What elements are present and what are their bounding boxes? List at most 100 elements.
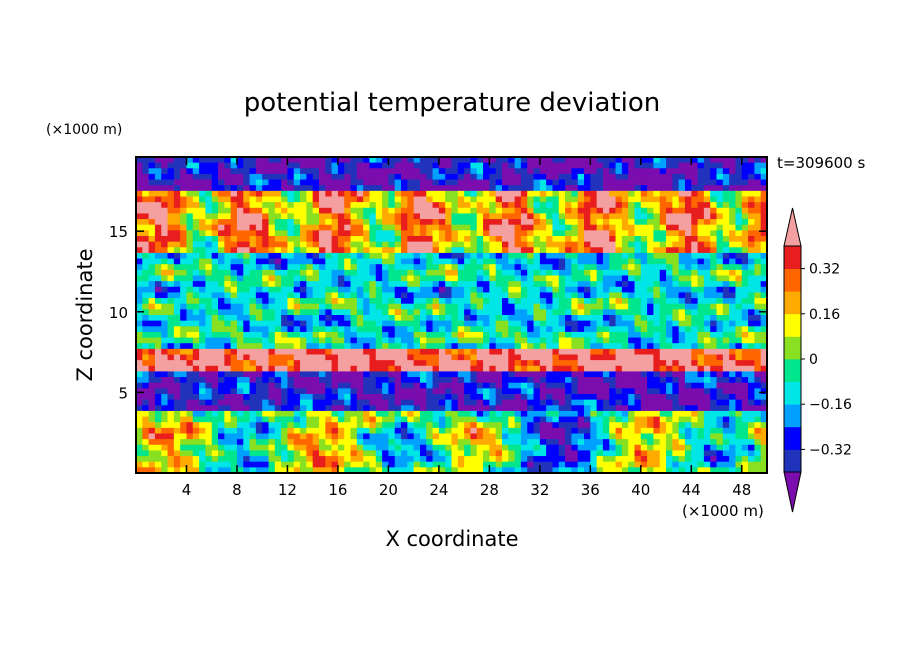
contour-cell (621, 298, 629, 305)
contour-cell (640, 173, 648, 181)
contour-cell (590, 230, 598, 237)
contour-cell (451, 157, 459, 164)
contour-cell (192, 241, 200, 248)
contour-cell (615, 179, 623, 186)
contour-cell (684, 394, 692, 401)
contour-cell (451, 275, 459, 282)
contour-cell (173, 247, 181, 254)
contour-cell (558, 236, 566, 243)
contour-cell (546, 207, 554, 215)
contour-cell (577, 309, 585, 316)
contour-cell (363, 190, 371, 198)
contour-cell (666, 320, 673, 327)
contour-cell (173, 427, 181, 435)
contour-cell (457, 281, 465, 288)
contour-cell (344, 292, 352, 299)
contour-cell (735, 213, 743, 220)
contour-cell (401, 377, 408, 384)
contour-cell (621, 410, 629, 418)
contour-cell (211, 337, 219, 344)
contour-cell (476, 427, 484, 435)
contour-cell (300, 320, 307, 327)
contour-cell (262, 264, 270, 271)
contour-cell (615, 348, 623, 356)
contour-cell (464, 258, 472, 265)
contour-cell (533, 309, 541, 316)
contour-cell (684, 168, 692, 175)
contour-cell (584, 179, 591, 186)
contour-cell (318, 292, 326, 299)
contour-cell (729, 173, 737, 181)
contour-cell (136, 410, 143, 418)
contour-cell (173, 185, 181, 192)
contour-cell (363, 264, 371, 271)
contour-cell (508, 315, 516, 322)
contour-cell (716, 219, 724, 226)
contour-cell (438, 303, 446, 310)
contour-cell (173, 162, 181, 169)
contour-cell (236, 252, 244, 260)
contour-cell (255, 213, 263, 220)
contour-cell (432, 258, 440, 265)
contour-cell (186, 433, 194, 440)
contour-cell (716, 168, 724, 175)
contour-cell (754, 213, 762, 220)
contour-cell (300, 168, 307, 175)
contour-cell (274, 326, 282, 333)
contour-cell (230, 264, 238, 271)
contour-cell (306, 371, 314, 378)
contour-cell (262, 185, 270, 192)
contour-cell (520, 303, 528, 310)
contour-cell (729, 286, 737, 294)
contour-cell (754, 224, 762, 231)
contour-cell (161, 433, 169, 440)
contour-cell (615, 399, 623, 406)
contour-cell (262, 298, 270, 305)
contour-cell (501, 207, 509, 215)
contour-cell (350, 202, 358, 209)
contour-cell (142, 230, 150, 237)
contour-cell (394, 433, 402, 440)
contour-cell (647, 264, 655, 271)
contour-cell (161, 298, 169, 305)
contour-cell (527, 326, 535, 333)
contour-cell (167, 354, 175, 361)
contour-cell (281, 326, 289, 333)
contour-cell (602, 252, 610, 260)
contour-cell (647, 173, 655, 181)
contour-cell (255, 416, 263, 423)
contour-cell (584, 185, 591, 192)
contour-cell (666, 422, 673, 429)
contour-cell (464, 264, 472, 271)
contour-cell (230, 202, 238, 209)
contour-cell (754, 315, 762, 322)
contour-cell (495, 298, 503, 305)
contour-cell (476, 343, 484, 350)
contour-cell (546, 298, 554, 305)
contour-cell (375, 377, 383, 384)
contour-cell (432, 416, 440, 423)
contour-cell (451, 281, 459, 288)
contour-cell (312, 410, 320, 418)
contour-cell (287, 320, 295, 327)
contour-cell (394, 416, 402, 423)
contour-cell (173, 241, 181, 248)
contour-cell (577, 388, 585, 395)
contour-cell (722, 281, 730, 288)
contour-cell (325, 405, 333, 412)
contour-cell (703, 377, 711, 384)
contour-cell (754, 320, 762, 327)
contour-cell (218, 326, 225, 333)
contour-cell (167, 247, 175, 254)
contour-cell (602, 162, 610, 169)
contour-cell (224, 337, 232, 344)
contour-cell (615, 275, 623, 282)
contour-cell (218, 388, 225, 395)
contour-cell (281, 348, 289, 356)
contour-cell (653, 269, 661, 277)
contour-cell (672, 320, 680, 327)
contour-cell (621, 388, 629, 395)
contour-cell (318, 185, 326, 192)
contour-cell (438, 185, 446, 192)
contour-cell (363, 269, 371, 277)
